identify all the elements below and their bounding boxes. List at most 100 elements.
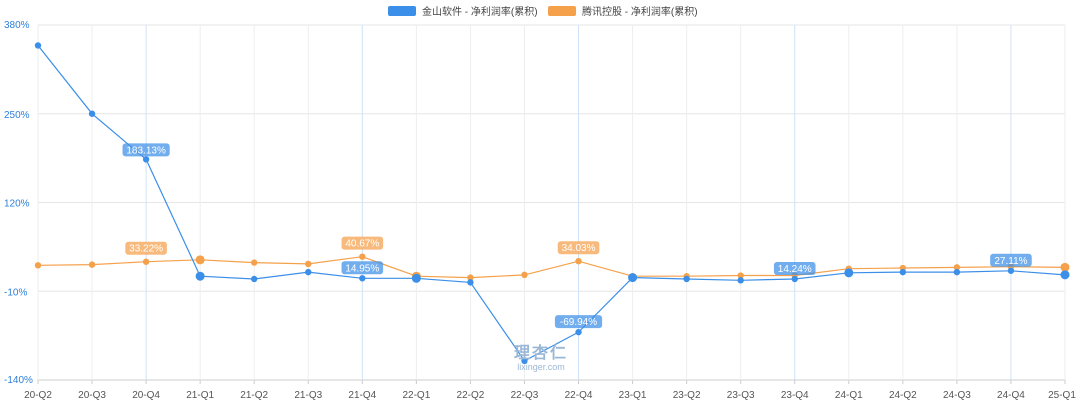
legend-swatch-series-1 [548, 6, 576, 16]
series-0-point [521, 357, 528, 365]
x-tick-label: 23-Q2 [673, 390, 701, 401]
series-0-point [195, 271, 205, 281]
data-label-text: 183.13% [126, 145, 166, 156]
x-tick-label: 25-Q1 [1048, 390, 1076, 401]
data-labels: 183.13% 14.95% -69.94% 14.24% 27.11% 33.22% 40… [122, 143, 1032, 329]
y-tick-label: -140% [4, 375, 33, 386]
legend-item-series-1[interactable]: 腾讯控股 - 净利润率(累积) [548, 5, 698, 18]
data-label-bg [773, 261, 816, 275]
data-label-series-0: 14.95% [341, 261, 384, 275]
data-label-series-1: 40.67% [341, 236, 384, 250]
watermark: 理杏仁 lixinger.com [514, 343, 568, 372]
data-label-text: 34.03% [562, 243, 596, 254]
x-tick-label: 20-Q3 [78, 390, 106, 401]
x-tick-label: 23-Q1 [619, 390, 647, 401]
data-label-bg [341, 261, 384, 275]
grid [37, 24, 1066, 384]
series-1-point [953, 264, 961, 271]
series-0-point [844, 268, 854, 278]
series-0-point [899, 268, 907, 276]
x-tick-label: 23-Q4 [781, 390, 809, 401]
series-1-point [737, 272, 744, 279]
x-tick-label: 20-Q2 [24, 390, 52, 401]
series-0-point [683, 275, 690, 283]
y-tick-label: 120% [4, 199, 30, 210]
x-tick-label: 21-Q1 [186, 390, 214, 401]
series-1-point [521, 271, 528, 279]
x-tick-label: 21-Q4 [348, 390, 376, 401]
series-1-point [305, 260, 312, 268]
data-label-bg [557, 241, 600, 255]
x-axis-ticks: 20-Q2 20-Q3 20-Q4 21-Q1 21-Q2 21-Q3 21-Q4 22-Q1… [24, 390, 1076, 401]
series-0-point [1060, 270, 1070, 280]
watermark-url: lixinger.com [517, 362, 565, 372]
data-label-series-1: 34.03% [557, 241, 600, 255]
y-axis-ticks: 380% 250% 120% -10% -140% [4, 20, 33, 386]
series-1-point [88, 261, 96, 268]
series-0-point [88, 110, 96, 117]
legend[interactable]: 金山软件 - 净利润率(累积) 腾讯控股 - 净利润率(累积) [388, 5, 698, 18]
x-tick-label: 23-Q3 [727, 390, 755, 401]
legend-item-series-0[interactable]: 金山软件 - 净利润率(累积) [388, 5, 538, 18]
series-0-point [1007, 267, 1015, 274]
x-tick-label: 21-Q2 [240, 390, 268, 401]
x-tick-label: 21-Q3 [294, 390, 322, 401]
data-label-series-0: 183.13% [122, 143, 170, 157]
x-tick-label: 24-Q3 [943, 390, 971, 401]
legend-swatch-series-0 [388, 6, 416, 16]
y-tick-label: 380% [4, 20, 30, 31]
data-label-bg [990, 253, 1032, 267]
data-label-text: 14.24% [778, 264, 812, 275]
series-0-point [628, 273, 638, 283]
legend-label-series-1: 腾讯控股 - 净利润率(累积) [582, 5, 698, 18]
series-1-point [1060, 262, 1070, 272]
data-label-bg [554, 315, 603, 329]
x-tick-label: 22-Q4 [565, 390, 593, 401]
series-0-point [953, 268, 961, 276]
series-1-point [142, 258, 150, 265]
series-1-point [195, 255, 205, 265]
legend-label-series-0: 金山软件 - 净利润率(累积) [422, 5, 538, 18]
data-label-text: 14.95% [345, 263, 379, 274]
y-tick-label: -10% [4, 287, 27, 298]
data-label-text: 40.67% [345, 239, 379, 250]
series-lines [34, 42, 1070, 365]
x-tick-label: 22-Q2 [457, 390, 485, 401]
series-0-point [575, 328, 582, 336]
data-label-series-1: 33.22% [125, 241, 167, 255]
series-0-point [467, 279, 474, 286]
watermark-logo: 理杏仁 [514, 343, 568, 362]
series-1-point [359, 253, 366, 260]
series-1-point [251, 259, 258, 266]
x-tick-label: 22-Q3 [511, 390, 539, 401]
series-0-point [791, 275, 798, 283]
x-tick-label: 20-Q4 [132, 390, 160, 401]
data-label-series-0: 14.24% [773, 261, 816, 275]
series-1-point [467, 274, 474, 281]
series-0-line [37, 45, 1066, 362]
x-tick-label: 24-Q1 [835, 390, 863, 401]
series-0-point [737, 277, 744, 284]
data-label-series-0: 27.11% [990, 253, 1032, 267]
data-label-text: 33.22% [129, 244, 163, 255]
series-0-point [359, 275, 366, 282]
series-0-point [251, 275, 258, 283]
series-0-point [142, 156, 150, 163]
series-0-point [34, 42, 42, 49]
series-0-point [305, 268, 312, 276]
series-1-point [34, 262, 42, 269]
data-label-bg [341, 236, 384, 250]
series-1-line [37, 256, 1066, 279]
x-tick-label: 22-Q1 [402, 390, 430, 401]
data-label-bg [125, 241, 167, 255]
data-label-text: -69.94% [560, 317, 597, 328]
series-1-point [575, 257, 582, 265]
y-tick-label: 250% [4, 110, 30, 121]
x-tick-label: 24-Q4 [997, 390, 1025, 401]
data-label-bg [122, 143, 170, 157]
x-tick-label: 24-Q2 [889, 390, 917, 401]
data-label-series-0: -69.94% [554, 315, 603, 329]
series-0-point [411, 273, 421, 283]
data-label-text: 27.11% [994, 256, 1027, 267]
